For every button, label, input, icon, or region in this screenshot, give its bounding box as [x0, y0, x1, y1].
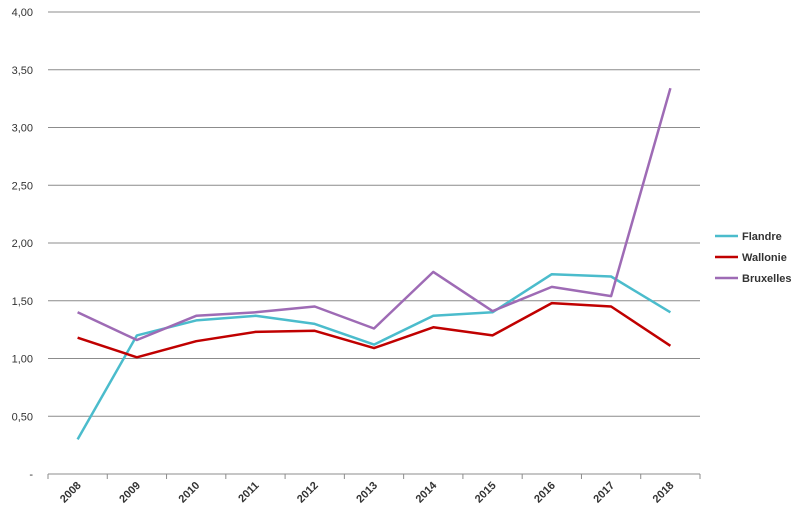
y-tick-label: - [29, 469, 33, 481]
series-line-bruxelles [77, 87, 672, 342]
y-tick-label: 1,50 [12, 296, 33, 308]
x-tick-label: 2011 [236, 480, 261, 505]
series-lines [76, 87, 672, 441]
y-tick-label: 4,00 [12, 7, 33, 19]
y-tick-label: 2,50 [12, 180, 33, 192]
legend-label: Bruxelles [742, 273, 792, 285]
y-tick-label: 3,50 [12, 65, 33, 77]
x-tick-label: 2012 [295, 480, 321, 506]
y-tick-label: 3,00 [12, 123, 33, 135]
series-line-wallonie [77, 301, 672, 359]
x-tick-label: 2016 [532, 480, 558, 506]
x-tick-label: 2018 [651, 480, 677, 506]
x-tick-label: 2008 [58, 480, 84, 506]
legend: Flandre Wallonie Bruxelles [715, 231, 792, 285]
series-line-flandre [76, 272, 672, 441]
legend-label: Flandre [742, 231, 782, 243]
x-tick-label: 2017 [591, 480, 617, 506]
x-tick-label: 2014 [414, 479, 440, 505]
x-tick-label: 2010 [177, 480, 203, 506]
y-tick-label: 0,50 [12, 411, 33, 423]
y-axis: - 0,50 1,00 1,50 2,00 2,50 3,00 3,50 4,00 [12, 7, 34, 481]
y-tick-label: 2,00 [12, 238, 33, 250]
legend-label: Wallonie [742, 252, 787, 264]
y-tick-label: 1,00 [12, 354, 33, 366]
grid-lines [48, 11, 700, 475]
x-tick-label: 2013 [354, 480, 380, 506]
x-axis: 2008 2009 2010 2011 2012 2013 2014 2015 2016 2017… [47, 474, 701, 506]
x-tick-label: 2009 [117, 480, 143, 506]
x-tick-label: 2015 [473, 480, 499, 506]
